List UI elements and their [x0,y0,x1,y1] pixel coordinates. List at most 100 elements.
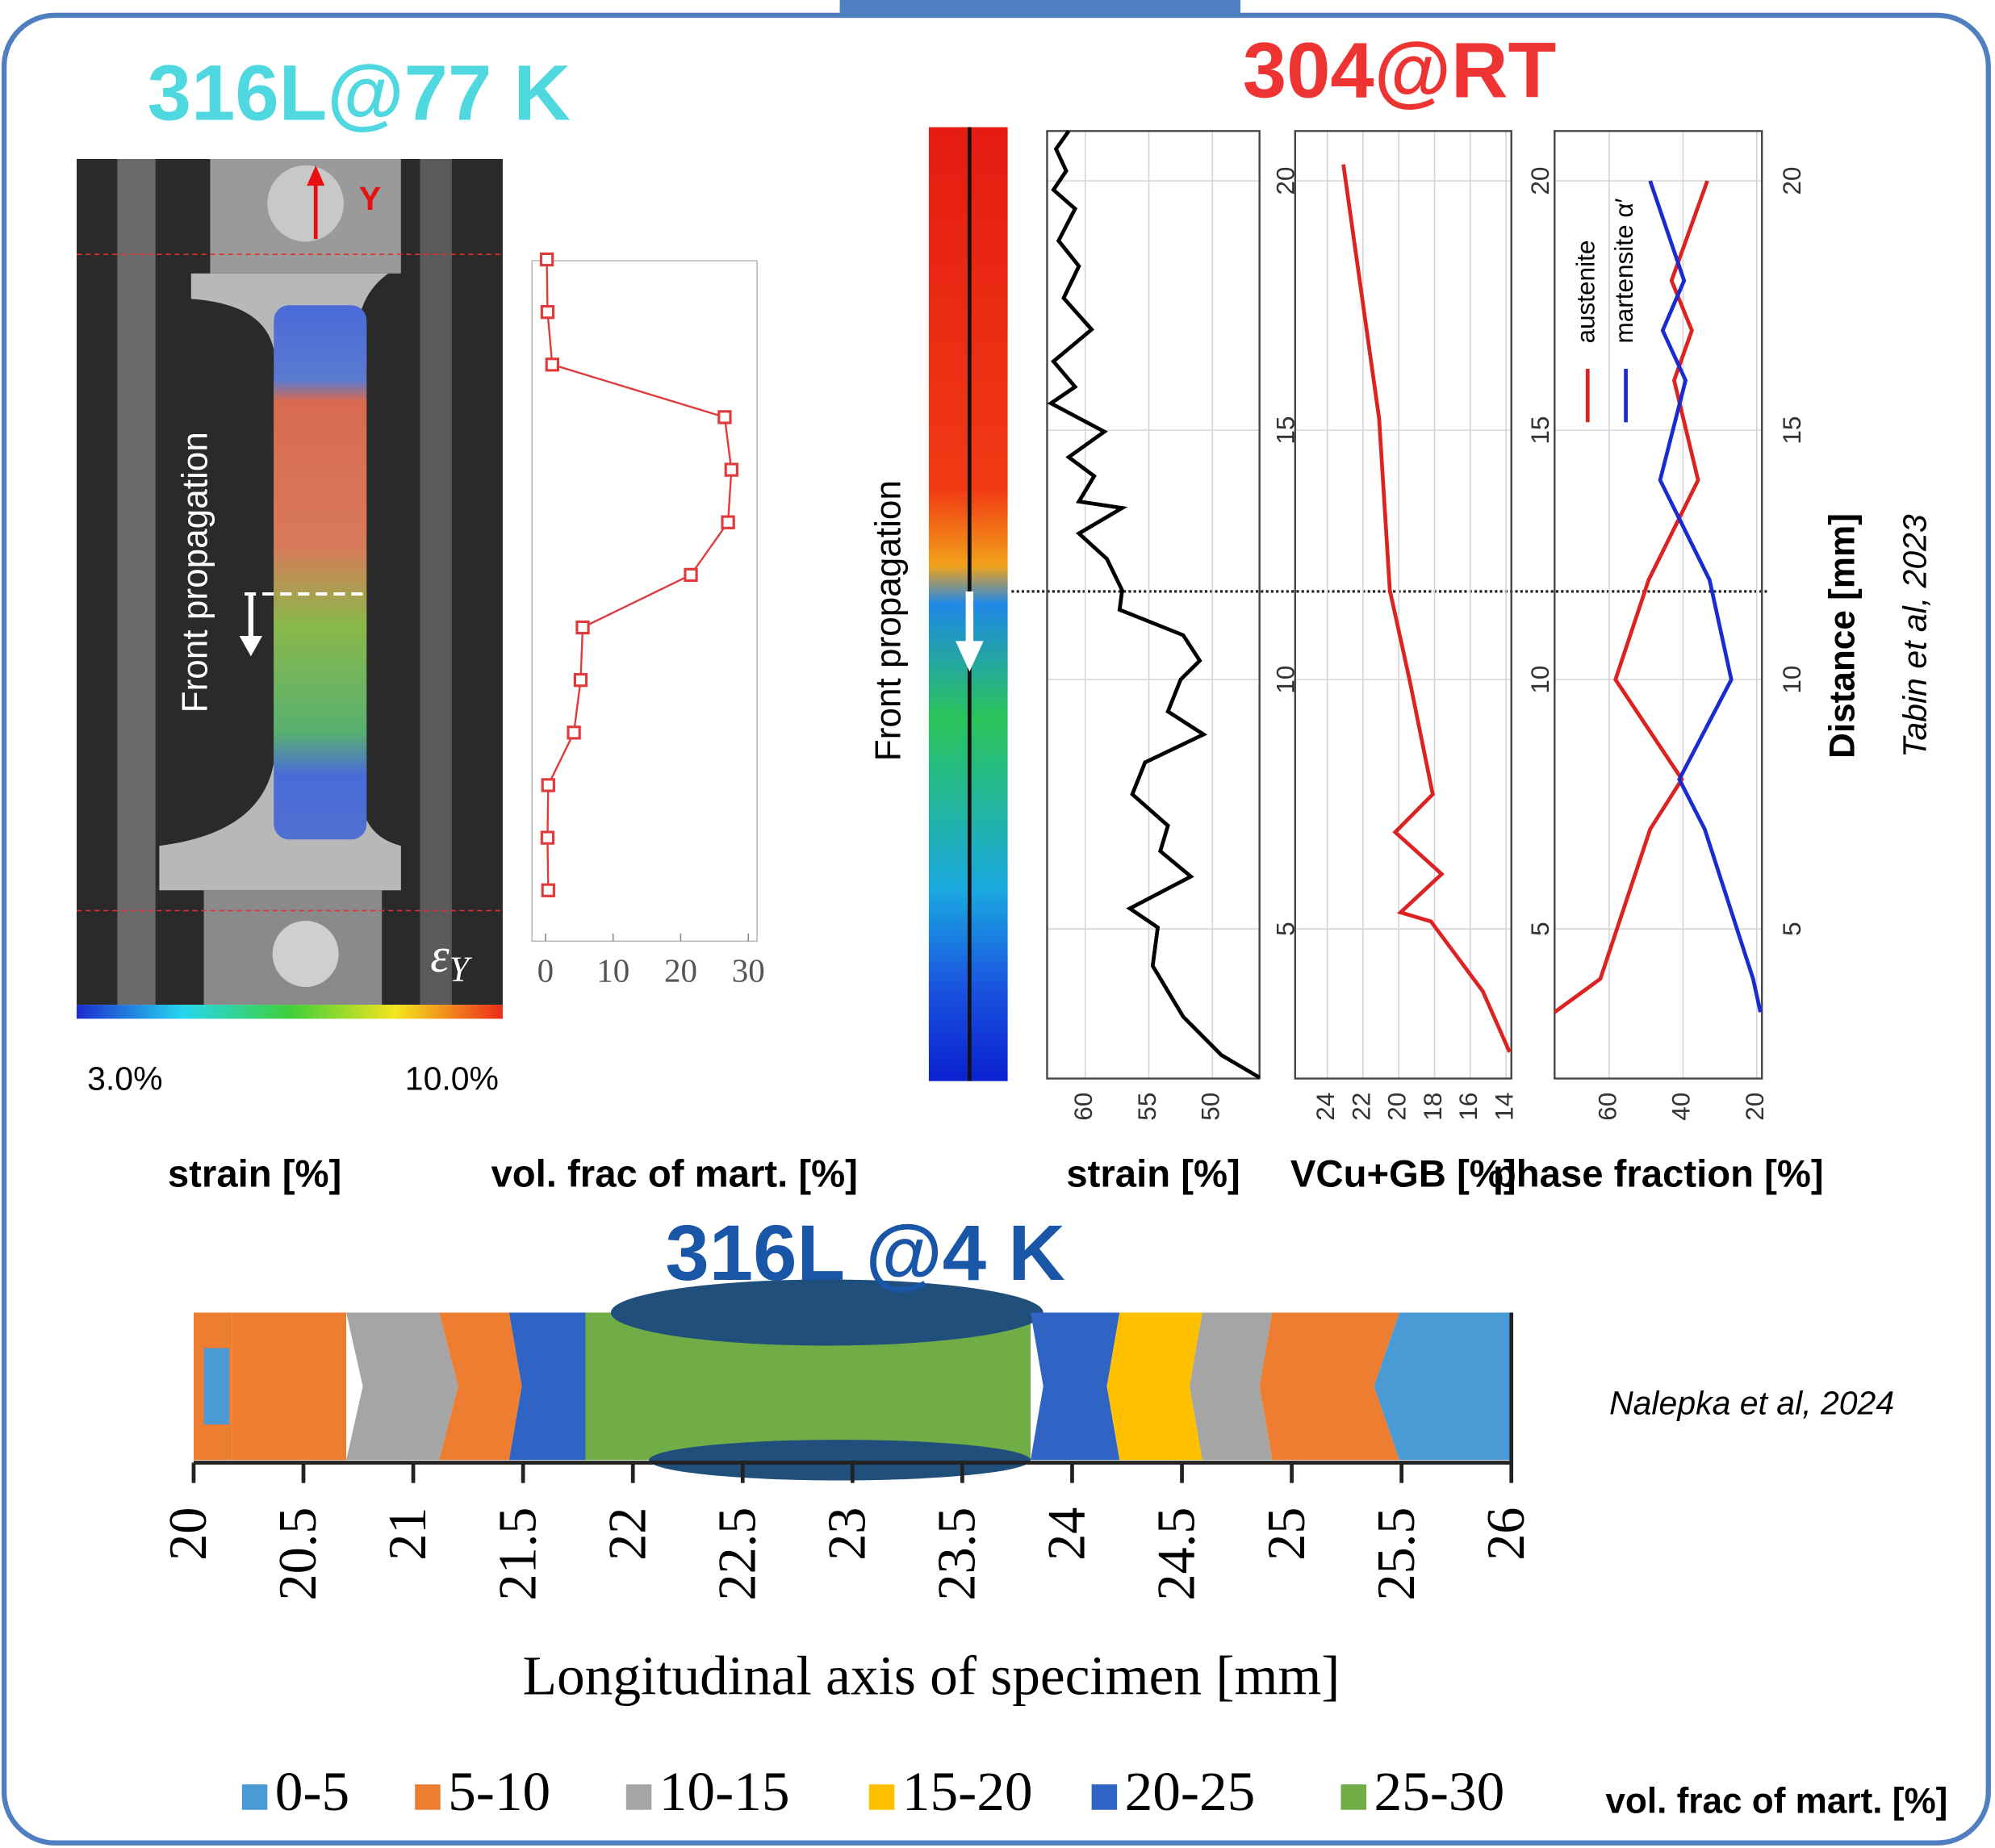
legend-swatch [241,1784,268,1810]
x-tick-label: 22 [1346,1093,1375,1121]
x-tick-label: 22 [598,1507,657,1561]
x-tick-label: 21.5 [488,1507,547,1601]
x-tick-label: 30 [732,952,765,989]
legend-swatch [625,1784,652,1810]
x-tick-label: 40 [1667,1093,1696,1121]
x-tick-label: 60 [1069,1093,1098,1121]
reference: Tabin et al, 2023 [1896,514,1933,758]
x-tick-label: 20 [1382,1093,1412,1121]
marker [545,357,559,372]
legend-swatch [1091,1784,1118,1810]
plot-frame [1294,130,1512,1080]
x-tick-label: 24.5 [1148,1507,1207,1601]
y-tick-label: 5 [1777,922,1806,936]
y-tick-label: 15 [1525,416,1554,445]
x-tick-label: 20 [664,952,697,989]
marker [539,252,554,267]
tab [839,0,1241,19]
x-tick-label: 25.5 [1367,1507,1426,1601]
reference: Nalepka et al, 2024 [1609,1384,1894,1421]
legend-swatch [868,1784,895,1810]
x-tick-label: 14 [1489,1093,1518,1121]
legend-title: vol. frac of mart. [%] [1605,1781,1947,1821]
legend-label: 0-5 [275,1760,349,1822]
plot-frame [1554,130,1763,1080]
x-tick-label: 20 [1740,1093,1769,1121]
symbol: εY [430,929,473,989]
axis-title: Distance [mm] [1822,513,1862,759]
legend-label: 15-20 [902,1760,1033,1822]
symbol-sub: Y [450,950,473,989]
chart-title: 304@RT [1243,26,1557,114]
marker [717,410,732,424]
axis-title: Longitudinal axis of specimen [mm] [523,1644,1340,1706]
axis-title: strain [%] [1066,1152,1240,1195]
axis-title: vol. frac of mart. [%] [491,1152,858,1195]
y-tick-label: 20 [1777,167,1806,195]
x-tick-label: 21 [379,1507,437,1561]
x-tick-label: 25 [1257,1507,1316,1561]
axis-title: VCu+GB [%] [1290,1152,1516,1195]
x-tick-label: 16 [1453,1093,1483,1121]
y-tick-label: 15 [1777,416,1806,445]
x-tick-label: 18 [1418,1093,1447,1121]
annotation: Front propagation [868,480,908,761]
x-tick-label: 0 [537,952,554,989]
marker [575,620,590,635]
x-tick-label: 23 [818,1507,877,1561]
x-tick-label: 24 [1311,1093,1340,1121]
line [1648,180,1763,1013]
y-tick-label: 20 [1525,167,1554,195]
legend-label: 5-10 [448,1760,550,1822]
line [1341,164,1512,1053]
x-tick-label: 60 [1592,1093,1621,1121]
legend-swatch [415,1784,441,1810]
legend-label: 20-25 [1125,1760,1256,1822]
strain-map [928,127,1769,1081]
legend-label: 10-15 [659,1760,790,1822]
x-tick-label: 50 [1196,1093,1225,1121]
colorbar-label: 3.0% [87,1060,162,1097]
axis-title: strain [%] [168,1152,341,1195]
y-tick-label: 10 [1525,666,1554,694]
plot-frame [531,260,758,943]
line [1553,180,1709,1014]
y-tick-label: 10 [1777,666,1806,694]
dic-photo [76,159,503,1019]
line [1047,129,1261,1080]
marker [567,725,581,740]
marker [540,830,555,845]
chart-title: 316L@77 K [148,49,571,137]
marker [541,778,555,792]
symbol: ε [430,929,450,982]
x-tick-label: 20.5 [269,1507,328,1601]
legend-label: martensite α′ [1609,198,1638,343]
axis-label: Y [359,180,381,217]
line [546,259,733,891]
plot-frame [1046,130,1261,1080]
plots: 316L@77 K 0 10 20 30 vol. frac of mart. [%] 30… [148,26,1948,1821]
colorbar-label: 10.0% [405,1060,499,1097]
x-tick-label: 20 [159,1507,218,1561]
legend-label: austenite [1571,240,1600,344]
x-tick-label: 22.5 [708,1507,767,1601]
x-tick-label: 24 [1038,1507,1097,1561]
marker [724,462,738,477]
annotation: Front propagation [175,432,215,713]
x-tick-label: 10 [596,952,629,989]
y-tick-label: 5 [1271,922,1300,936]
chart-title: 316L @4 K [665,1209,1064,1297]
marker [540,304,555,320]
marker [541,883,555,897]
x-tick-label: 23.5 [928,1507,987,1601]
legend-swatch [1340,1784,1367,1810]
x-tick-label: 26 [1477,1507,1536,1561]
axis-title: phase fraction [%] [1493,1152,1824,1195]
contour-map [193,1279,1514,1481]
marker [684,567,698,583]
marker [721,515,735,529]
legend-label: 25-30 [1374,1760,1505,1822]
y-tick-label: 5 [1525,922,1554,936]
marker [573,672,588,688]
